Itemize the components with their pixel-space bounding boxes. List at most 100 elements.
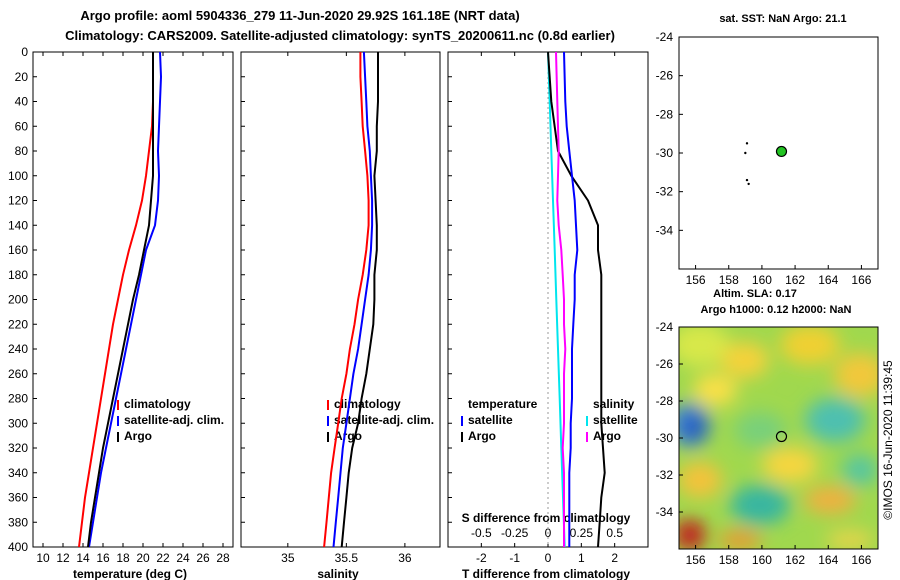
depth-tick-label: 300 xyxy=(8,416,28,430)
legend-label: satellite-adj. clim. xyxy=(124,413,224,427)
x-tick-label: 28 xyxy=(216,551,230,565)
temperature-legend: climatology satellite-adj. clim. Argo xyxy=(117,397,224,443)
sla-blob xyxy=(721,342,769,378)
imos-credit: ©IMOS 16-Jun-2020 11:39:45 xyxy=(881,360,895,520)
sla-blob xyxy=(834,353,878,397)
depth-tick-label: 0 xyxy=(21,45,28,59)
x-tick-label: 18 xyxy=(116,551,130,565)
map-x-tick-label: 162 xyxy=(785,553,805,567)
sla-blob xyxy=(804,486,856,514)
difference-x2label: S difference from climatology xyxy=(462,511,631,525)
depth-tick-label: 160 xyxy=(8,243,28,257)
depth-tick-label: 20 xyxy=(15,70,29,84)
x2-tick-label: 0.5 xyxy=(606,526,623,540)
map-x-tick-label: 156 xyxy=(686,273,706,287)
sla-blob xyxy=(693,374,737,406)
map-y-tick-label: -32 xyxy=(656,185,674,199)
x-tick-label: 36 xyxy=(398,551,412,565)
sla-blob xyxy=(762,447,818,483)
profile-location-marker xyxy=(775,430,788,443)
temperature-xlabel: temperature (deg C) xyxy=(73,567,187,580)
legend-label: satellite-adj. clim. xyxy=(334,413,434,427)
profile-line-temperature-satellite xyxy=(547,51,566,548)
sla-blob xyxy=(679,462,722,498)
sla-map-title-line1: Altim. SLA: 0.17 xyxy=(713,288,797,300)
depth-tick-label: 120 xyxy=(8,194,28,208)
depth-tick-label: 40 xyxy=(15,95,29,109)
depth-tick-label: 380 xyxy=(8,515,28,529)
track-point xyxy=(744,151,747,155)
sla-heatmap xyxy=(679,327,878,549)
map-y-tick-label: -34 xyxy=(656,505,674,519)
profile-line-climatology xyxy=(323,52,370,548)
x-tick-label: 35 xyxy=(281,551,295,565)
map-x-tick-label: 164 xyxy=(818,273,838,287)
x-tick-label: 20 xyxy=(136,551,150,565)
sla-blob xyxy=(826,530,874,549)
depth-tick-label: 220 xyxy=(8,317,28,331)
map-y-tick-label: -30 xyxy=(656,431,674,445)
x2-tick-label: -0.25 xyxy=(501,526,529,540)
x-tick-label: -1 xyxy=(509,551,520,565)
sla-map-title-line2: Argo h1000: 0.12 h2000: NaN xyxy=(700,304,851,316)
map-y-tick-label: -26 xyxy=(656,357,674,371)
depth-tick-label: 240 xyxy=(8,342,28,356)
map-y-tick-label: -28 xyxy=(656,107,674,121)
map-x-tick-label: 160 xyxy=(752,273,772,287)
x-tick-label: 22 xyxy=(156,551,170,565)
depth-tick-label: 60 xyxy=(15,119,29,133)
profile-line-argo xyxy=(340,52,379,548)
legend-title-salinity: salinity xyxy=(593,397,635,411)
profile-line-satellite-adj-clim- xyxy=(88,51,162,548)
sla-blob xyxy=(679,327,730,367)
depth-tick-label: 140 xyxy=(8,218,28,232)
difference-xlabel: T difference from climatology xyxy=(462,567,630,580)
chart-marks: 0204060801001201401601802002202402602803… xyxy=(8,30,872,567)
legend-label: Argo xyxy=(334,429,362,443)
depth-tick-label: 200 xyxy=(8,293,28,307)
depth-tick-label: 260 xyxy=(8,367,28,381)
x-tick-label: 26 xyxy=(196,551,210,565)
profile-line-climatology xyxy=(78,52,154,548)
track-point xyxy=(745,178,749,182)
legend-label: Argo xyxy=(468,429,496,443)
x-tick-label: 24 xyxy=(176,551,190,565)
legend-label: satellite xyxy=(593,413,638,427)
x-tick-label: 16 xyxy=(96,551,110,565)
profile-line-salinity-argo xyxy=(563,51,579,547)
title-line1: Argo profile: aoml 5904336_279 11-Jun-20… xyxy=(80,8,519,23)
sla-blob xyxy=(730,485,790,525)
map-y-tick-label: -34 xyxy=(656,223,674,237)
legend-title-temperature: temperature xyxy=(468,397,538,411)
x-tick-label: 14 xyxy=(76,551,90,565)
salinity-xlabel: salinity xyxy=(317,567,359,580)
map-x-tick-label: 164 xyxy=(818,553,838,567)
profile-line-salinity-satellite xyxy=(555,51,567,547)
x-tick-label: 1 xyxy=(578,551,585,565)
depth-tick-label: 400 xyxy=(8,540,28,554)
x-tick-label: -2 xyxy=(476,551,487,565)
map-y-tick-label: -28 xyxy=(656,394,674,408)
map-x-tick-label: 166 xyxy=(851,273,871,287)
map-x-tick-label: 160 xyxy=(752,553,772,567)
sla-blob xyxy=(780,327,840,365)
difference-legend: temperature satellite Argo salinity sate… xyxy=(461,397,638,443)
map-y-tick-label: -32 xyxy=(656,468,674,482)
x2-tick-label: -0.5 xyxy=(471,526,492,540)
map-x-tick-label: 158 xyxy=(719,553,739,567)
depth-tick-label: 180 xyxy=(8,268,28,282)
legend-label: Argo xyxy=(593,429,621,443)
depth-tick-label: 100 xyxy=(8,169,28,183)
sst-map-title: sat. SST: NaN Argo: 21.1 xyxy=(719,13,846,25)
track-point xyxy=(745,142,749,145)
map-x-tick-label: 158 xyxy=(719,273,739,287)
legend-label: climatology xyxy=(124,397,191,411)
x-tick-label: 0 xyxy=(545,551,552,565)
map-y-tick-label: -26 xyxy=(656,69,674,83)
profile-location-marker xyxy=(775,145,788,158)
title-line2: Climatology: CARS2009. Satellite-adjuste… xyxy=(65,28,615,43)
legend-label: climatology xyxy=(334,397,401,411)
x-tick-label: 35.5 xyxy=(335,551,359,565)
profile-line-argo xyxy=(87,52,154,548)
